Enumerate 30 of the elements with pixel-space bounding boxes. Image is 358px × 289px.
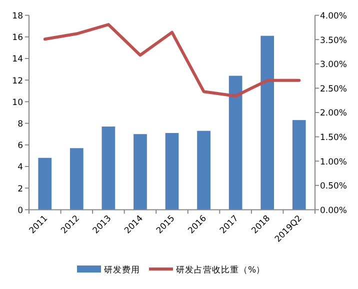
y-tick-label: 12 <box>12 76 23 86</box>
y-tick-label: 10 <box>12 98 23 108</box>
bar <box>228 76 242 210</box>
legend-label: 研发费用 <box>104 264 140 276</box>
y2-tick-label: 2.00% <box>320 108 348 119</box>
y-tick-label: 6 <box>18 141 23 152</box>
bar <box>260 36 274 210</box>
y2-tick-label: 1.00% <box>320 157 348 168</box>
y-tick-label: 16 <box>12 33 23 44</box>
bar <box>134 134 147 210</box>
y2-tick-label: 0.50% <box>320 182 348 192</box>
y-tick-label: 2 <box>18 184 23 194</box>
bar <box>38 158 52 210</box>
y2-tick-label: 3.00% <box>320 60 348 70</box>
y2-tick-label: 4.00% <box>320 12 348 22</box>
bar <box>197 130 210 210</box>
y2-tick-label: 0.00% <box>320 206 348 216</box>
y-tick-label: 8 <box>18 120 23 130</box>
bar <box>102 126 116 210</box>
bar <box>165 133 179 210</box>
y-tick-label: 0 <box>18 206 23 216</box>
y-tick-label: 18 <box>12 12 23 22</box>
y2-tick-label: 1.50% <box>320 133 348 143</box>
y-tick-label: 4 <box>18 162 23 173</box>
bar <box>70 148 84 210</box>
y2-tick-label: 2.50% <box>320 84 348 94</box>
legend-label: 研发占营收比重（%） <box>176 264 266 276</box>
bar <box>292 120 306 210</box>
y2-tick-label: 3.50% <box>320 36 348 46</box>
y-tick-label: 14 <box>12 54 23 65</box>
